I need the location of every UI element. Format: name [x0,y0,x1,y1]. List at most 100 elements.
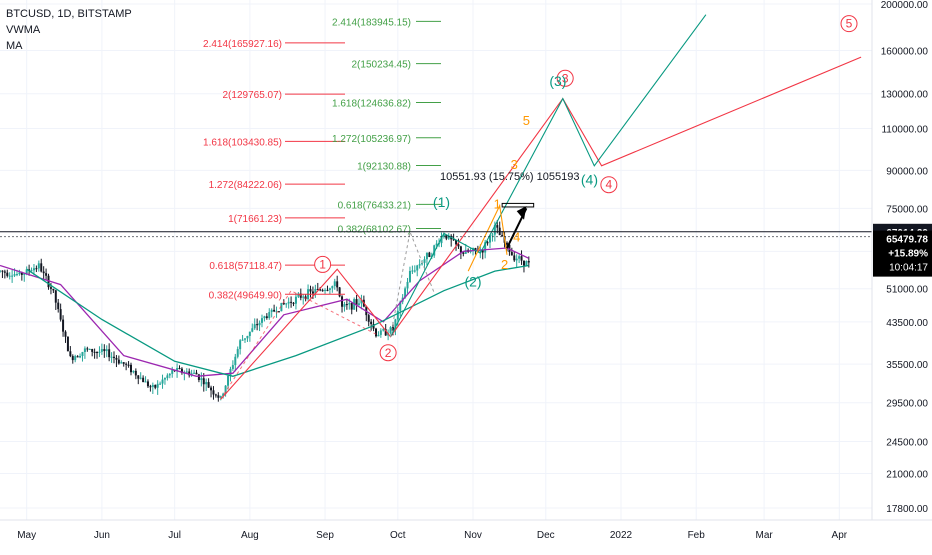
candle-body [200,378,203,380]
candle-body [52,288,55,291]
fib-right-label: 1(92130.88) [357,161,411,172]
price-tick-label: 110000.00 [881,125,928,136]
candle-body [513,255,516,261]
orange-wave-path [467,203,508,272]
candle-body [212,390,215,395]
candle-body [377,334,380,337]
change-label: +15.89% [888,249,928,260]
candle-body [253,324,256,329]
candle-body [338,287,341,297]
candle-body [146,381,149,387]
fib-right-label: 0.618(76433.21) [338,200,411,211]
candle-body [372,324,375,329]
candle-body [462,252,465,254]
candle-body [195,372,198,375]
candle-body [522,260,525,266]
price-tick-label: 130000.00 [881,90,929,101]
time-tick-label: Jul [168,530,181,541]
candle-body [6,272,9,276]
candle-body [66,336,69,352]
fib-right-label: 2.414(183945.15) [332,17,411,28]
candle-body [248,331,251,336]
candle-body [144,381,147,383]
candle-body [224,385,227,394]
fib-left-label: 0.618(57118.47) [209,261,282,272]
price-tick-label: 21000.00 [886,470,928,481]
candle-body [142,377,145,383]
candle-body [210,387,213,391]
candle-body [105,349,108,352]
candle-body [231,365,234,369]
candle-body [328,288,331,290]
wave-orange-4: 4 [513,229,520,244]
candle-body [442,234,445,237]
price-tick-label: 35500.00 [886,360,928,371]
candle-body [282,302,285,305]
candle-body [486,242,489,244]
measure-label: 10551.93 (15.75%) 1055193 [440,171,579,183]
indicator-ma-label[interactable]: MA [6,40,23,52]
fib-left-label: 0.382(49649.90) [209,290,282,301]
time-tick-label: Dec [537,530,555,541]
candle-body [115,357,118,360]
candle-body [515,258,518,261]
wave-orange-1: 1 [494,196,501,211]
price-scale[interactable]: 200000.00 160000.00 130000.00 110000.00 9000… [871,0,932,520]
candle-body [474,248,477,251]
candle-body [151,384,154,387]
candle-body [8,275,11,277]
candle-body [234,356,237,366]
time-tick-label: Apr [832,530,848,541]
fib-levels: 2.414(165927.16) 2(129765.07) 1.618(103430… [203,17,441,301]
price-tick-label: 160000.00 [881,46,929,57]
candle-body [64,331,67,337]
symbol-title[interactable]: BTCUSD, 1D, BITSTAMP [6,8,132,20]
fib-left-label: 1.618(103430.85) [203,137,282,148]
candle-body [185,371,188,373]
candle-body [348,303,351,305]
candle-body [333,281,336,287]
candle-body [154,384,157,388]
fib-left-label: 1.272(84222.06) [209,180,282,191]
candle-body [202,378,205,385]
candle-body [88,349,91,351]
candle-body [244,338,247,340]
candle-body [416,265,419,271]
candle-body [176,368,179,372]
candle-body [193,372,196,374]
candle-body [49,287,52,289]
time-axis[interactable]: May Jun Jul Aug Sep Oct Nov Dec 2022 Feb Mar Apr [0,519,932,550]
drawings: 10551.93 (15.75%) 1055193 [0,14,872,400]
time-tick-label: Sep [316,530,334,541]
candle-body [493,225,496,235]
candle-body [423,259,426,263]
indicator-vwma-label[interactable]: VWMA [6,24,41,36]
price-tick-label: 43500.00 [886,318,928,329]
candle-body [132,370,135,373]
wave-red-1: 1 [319,257,326,271]
candle-body [459,246,462,253]
time-tick-label: Jun [94,530,110,541]
candle-body [345,304,348,306]
price-tick-label: 51000.00 [886,285,928,296]
teal-wave-path [390,14,707,337]
candle-body [137,375,140,379]
candle-body [294,296,297,304]
candle-body [452,239,455,241]
candle-body [188,371,191,376]
price-tick-label: 24500.00 [886,437,928,448]
fib-right-label: 2(150234.45) [352,60,412,71]
price-info-box [873,230,932,277]
candle-body [197,374,200,380]
candle-body [425,252,428,260]
wave-red-5-circle [840,15,858,33]
candle-body [125,363,128,365]
candle-body [297,293,300,297]
candle-body [287,301,290,304]
candle-body [100,349,103,352]
wave-red-4: 4 [606,178,613,192]
candle-body [239,340,242,350]
